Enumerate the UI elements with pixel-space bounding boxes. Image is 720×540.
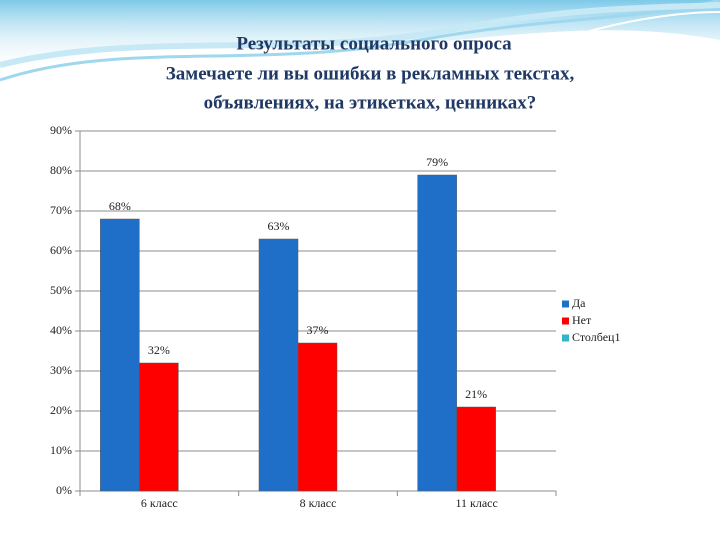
bar [456,406,496,492]
y-tick-label: 60% [50,243,72,257]
legend-swatch [562,334,569,342]
data-label: 79% [426,155,448,169]
legend-swatch [562,317,569,325]
bar [100,218,140,492]
chart-title: объявлениях, на этикетках, ценниках? [204,92,537,113]
x-tick-label: 6 класс [141,496,178,510]
chart-title: Замечаете ли вы ошибки в рекламных текст… [166,63,575,84]
background-decoration [0,0,720,82]
y-tick-label: 40% [50,323,72,337]
x-tick-label: 8 класс [300,496,337,510]
data-label: 68% [109,199,131,213]
y-tick-label: 50% [50,283,72,297]
y-tick-label: 70% [50,203,72,217]
data-label: 37% [307,323,329,337]
legend-swatch [562,300,569,308]
y-tick-label: 90% [50,123,72,137]
data-label: 32% [148,343,170,357]
chart-title: Результаты социального опроса [236,33,512,54]
y-tick-label: 30% [50,363,72,377]
legend-label: Да [572,296,586,310]
y-tick-label: 10% [50,443,72,457]
bar [258,238,299,492]
x-tick-label: 11 класс [455,496,497,510]
data-label: 63% [268,219,290,233]
bar [139,362,179,492]
y-tick-label: 0% [56,483,72,497]
data-label: 21% [465,387,487,401]
legend-label: Нет [572,313,592,327]
bar [297,342,338,492]
y-tick-label: 20% [50,403,72,417]
title-block: Результаты социального опроса Замечаете … [166,33,575,113]
bar [417,174,457,492]
legend-label: Столбец1 [572,330,620,344]
y-tick-label: 80% [50,163,72,177]
